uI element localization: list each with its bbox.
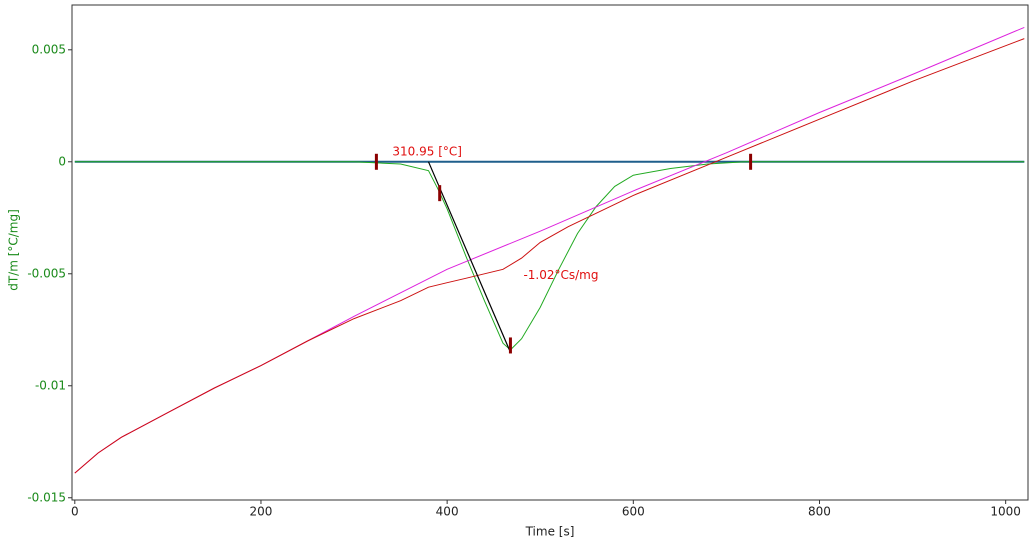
x-tick-label: 1000 <box>990 505 1021 519</box>
x-tick-label: 0 <box>71 505 79 519</box>
x-tick-label: 200 <box>250 505 273 519</box>
y-tick-label: -0.005 <box>27 266 66 280</box>
y-tick-label: -0.01 <box>35 378 66 392</box>
x-tick-label: 400 <box>436 505 459 519</box>
tangent-line <box>427 161 511 353</box>
plot-area <box>71 4 1029 501</box>
series-line <box>74 38 1025 474</box>
y-tick-label: 0 <box>58 154 66 168</box>
annotation: -1.02°Cs/mg <box>523 268 598 282</box>
series-line <box>74 161 1025 351</box>
marker <box>374 153 378 170</box>
x-tick-label: 800 <box>808 505 831 519</box>
y-tick-label: 0.005 <box>32 42 66 56</box>
marker <box>749 153 753 170</box>
marker <box>438 185 442 202</box>
x-tick-label: 600 <box>622 505 645 519</box>
annotation: 310.95 [°C] <box>392 144 462 158</box>
marker <box>508 337 512 354</box>
x-axis-label: Time [s] <box>525 525 575 539</box>
y-axis-label: dT/m [°C/mg] <box>7 209 21 291</box>
y-tick-label: -0.015 <box>27 490 66 504</box>
